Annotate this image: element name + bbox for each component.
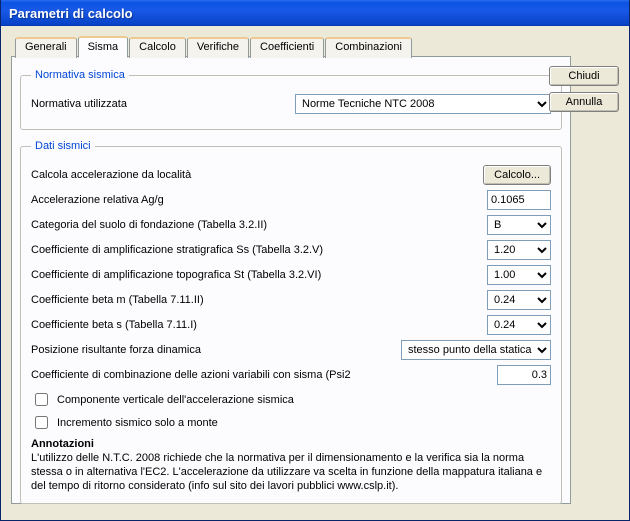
annotazioni-body: L'utilizzo delle N.T.C. 2008 richiede ch… — [31, 452, 551, 493]
annulla-button[interactable]: Annulla — [549, 92, 619, 112]
calcolo-button[interactable]: Calcolo... — [483, 165, 551, 185]
group-normativa-legend: Normativa sismica — [31, 69, 129, 81]
ag-label: Accelerazione relativa Ag/g — [31, 194, 487, 206]
tab-generali[interactable]: Generali — [15, 37, 77, 58]
side-buttons: Chiudi Annulla — [549, 66, 619, 112]
tabstrip: Generali Sisma Calcolo Verifiche Coeffic… — [11, 36, 619, 57]
st-select[interactable]: 1.00 — [487, 265, 551, 285]
group-dati-sismici: Dati sismici Calcola accelerazione da lo… — [20, 140, 562, 504]
tab-label: Coefficienti — [260, 41, 314, 53]
chk-incremento-monte-box[interactable] — [35, 416, 48, 429]
tab-label: Sisma — [88, 41, 119, 53]
ss-label: Coefficiente di amplificazione stratigra… — [31, 244, 487, 256]
chk-componente-verticale-label: Componente verticale dell'accelerazione … — [57, 394, 294, 406]
tab-label: Verifiche — [197, 41, 239, 53]
betam-label: Coefficiente beta m (Tabella 7.11.II) — [31, 294, 487, 306]
tab-calcolo[interactable]: Calcolo — [129, 37, 186, 58]
chiudi-button[interactable]: Chiudi — [549, 66, 619, 86]
ag-input[interactable] — [487, 190, 551, 210]
chk-componente-verticale[interactable]: Componente verticale dell'accelerazione … — [31, 390, 551, 409]
group-normativa: Normativa sismica Normativa utilizzata N… — [20, 69, 562, 130]
annotazioni-title: Annotazioni — [31, 438, 551, 450]
pos-select[interactable]: stesso punto della statica — [401, 340, 551, 360]
tab-panel-sisma: Normativa sismica Normativa utilizzata N… — [11, 56, 571, 504]
client-area: Generali Sisma Calcolo Verifiche Coeffic… — [1, 26, 629, 520]
psi2-input[interactable] — [497, 365, 551, 385]
chk-incremento-monte-label: Incremento sismico solo a monte — [57, 417, 218, 429]
betas-label: Coefficiente beta s (Tabella 7.11.I) — [31, 319, 487, 331]
pos-label: Posizione risultante forza dinamica — [31, 344, 401, 356]
tab-coefficienti[interactable]: Coefficienti — [250, 37, 324, 58]
betas-select[interactable]: 0.24 — [487, 315, 551, 335]
calc-accel-label: Calcola accelerazione da località — [31, 169, 483, 181]
window-title: Parametri di calcolo — [9, 6, 133, 21]
normativa-label: Normativa utilizzata — [31, 98, 295, 110]
st-label: Coefficiente di amplificazione topografi… — [31, 269, 487, 281]
tab-verifiche[interactable]: Verifiche — [187, 37, 249, 58]
psi2-label: Coefficiente di combinazione delle azion… — [31, 369, 497, 381]
chk-componente-verticale-box[interactable] — [35, 393, 48, 406]
tab-label: Calcolo — [139, 41, 176, 53]
tab-label: Generali — [25, 41, 67, 53]
betam-select[interactable]: 0.24 — [487, 290, 551, 310]
group-dati-legend: Dati sismici — [31, 140, 95, 152]
normativa-select[interactable]: Norme Tecniche NTC 2008 — [295, 94, 551, 114]
ss-select[interactable]: 1.20 — [487, 240, 551, 260]
tab-sisma[interactable]: Sisma — [78, 36, 129, 58]
tab-combinazioni[interactable]: Combinazioni — [325, 37, 412, 58]
dialog-window: Parametri di calcolo Generali Sisma Calc… — [0, 0, 630, 521]
tab-label: Combinazioni — [335, 41, 402, 53]
cat-select[interactable]: B — [487, 215, 551, 235]
chk-incremento-monte[interactable]: Incremento sismico solo a monte — [31, 413, 551, 432]
titlebar: Parametri di calcolo — [1, 0, 629, 26]
cat-label: Categoria del suolo di fondazione (Tabel… — [31, 219, 487, 231]
